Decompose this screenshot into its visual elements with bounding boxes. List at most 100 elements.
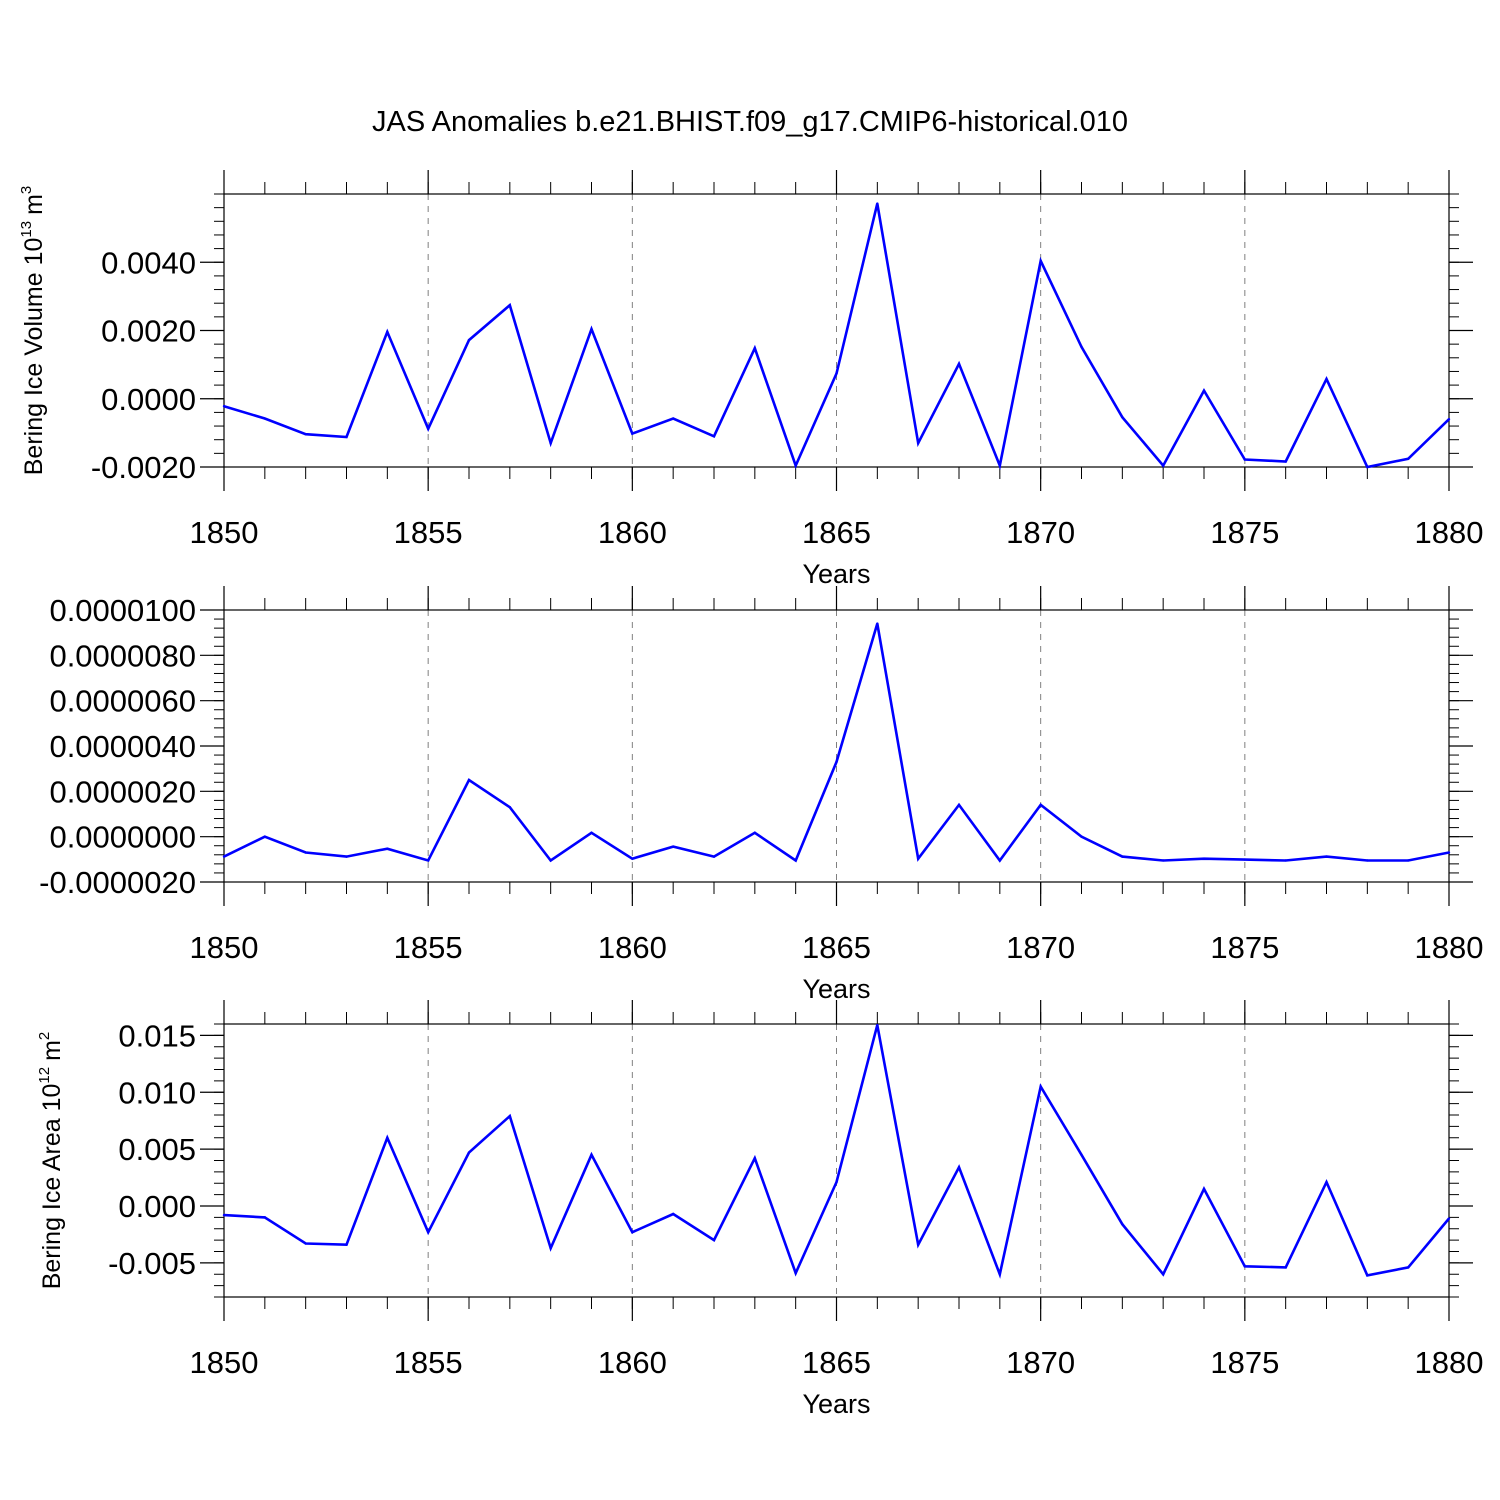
x-tick-label: 1880 xyxy=(1415,930,1484,965)
data-point xyxy=(1080,1153,1083,1157)
x-tick-label: 1875 xyxy=(1210,515,1279,550)
data-point xyxy=(426,859,430,862)
data-point xyxy=(753,831,757,835)
data-point xyxy=(1325,1180,1328,1184)
data-point xyxy=(1039,1085,1042,1088)
data-point xyxy=(222,855,226,858)
data-point xyxy=(1243,458,1247,461)
data-point xyxy=(1284,1266,1287,1269)
x-tick-label: 1860 xyxy=(598,515,667,550)
data-point xyxy=(876,1023,879,1027)
data-point xyxy=(1161,859,1165,862)
data-point xyxy=(345,435,348,439)
x-tick-label: 1875 xyxy=(1210,1345,1279,1380)
data-point xyxy=(426,1230,430,1234)
panels: 1850 1855 1860 1865 1870 1875 1880 -0.0020 0.000… xyxy=(18,170,1483,1419)
y-axis-label-text: Bering Ice Volume 10 xyxy=(20,238,48,476)
x-tick-label: 1855 xyxy=(394,1345,463,1380)
y-tick-label: 0.0000100 xyxy=(49,593,196,628)
y-tick-label: 0.0040 xyxy=(101,245,196,280)
data-point xyxy=(345,855,348,858)
data-point xyxy=(1406,1266,1410,1269)
x-tick-label: 1880 xyxy=(1415,1345,1484,1380)
data-point xyxy=(631,1230,634,1234)
data-point xyxy=(1325,377,1328,381)
data-point xyxy=(1366,859,1369,862)
y-tick-label: 0.0000020 xyxy=(49,774,196,809)
x-tick-label: 1875 xyxy=(1210,930,1279,965)
y-tick-label: 0.000 xyxy=(118,1189,196,1224)
data-point xyxy=(508,1114,512,1118)
y-tick-label: 0.010 xyxy=(118,1075,196,1110)
y-tick-label: 0.0020 xyxy=(101,314,196,349)
data-point xyxy=(549,1246,552,1250)
data-point xyxy=(1284,460,1287,463)
data-point xyxy=(386,330,389,334)
data-point xyxy=(712,435,716,438)
data-point xyxy=(426,427,430,430)
y-tick-label: -0.0000020 xyxy=(39,865,196,900)
data-point xyxy=(753,347,757,350)
data-point xyxy=(1161,1273,1165,1276)
x-axis-label: Years xyxy=(802,559,870,589)
data-point xyxy=(631,432,634,435)
x-tick-label: 1870 xyxy=(1006,930,1075,965)
x-tick-label: 1860 xyxy=(598,1345,667,1380)
data-point xyxy=(1447,418,1451,421)
data-point xyxy=(1447,1217,1451,1220)
x-tick-label: 1870 xyxy=(1006,515,1075,550)
data-point xyxy=(916,857,920,860)
data-point xyxy=(794,859,797,862)
x-axis-label: Years xyxy=(802,1389,870,1419)
y-tick-label: 0.005 xyxy=(118,1132,196,1167)
data-point xyxy=(263,835,267,838)
data-point xyxy=(1447,851,1451,854)
y-axis-label-exponent: 13 xyxy=(18,221,35,238)
data-point xyxy=(1243,858,1247,861)
data-point xyxy=(1406,457,1410,461)
data-point xyxy=(712,1238,716,1242)
data-point xyxy=(1121,415,1124,419)
data-point xyxy=(876,202,879,205)
data-point xyxy=(467,338,471,342)
x-tick-label: 1850 xyxy=(190,515,259,550)
figure-title: JAS Anomalies b.e21.BHIST.f09_g17.CMIP6-… xyxy=(372,106,1128,138)
y-tick-label: -0.005 xyxy=(108,1246,196,1281)
data-point xyxy=(1080,345,1083,349)
data-point xyxy=(1039,259,1042,263)
x-tick-label: 1880 xyxy=(1415,515,1484,550)
y-tick-label: 0.0000080 xyxy=(49,638,196,673)
data-point xyxy=(1284,859,1287,862)
x-tick-label: 1855 xyxy=(394,930,463,965)
data-point xyxy=(998,464,1002,467)
data-point xyxy=(998,1273,1002,1276)
data-point xyxy=(1366,465,1369,469)
data-point xyxy=(794,464,797,467)
chart-panel-2: 1850 1855 1860 1865 1870 1875 1880 -0.0000020 0.… xyxy=(39,586,1483,1004)
y-axis-label-unit: m xyxy=(38,1040,66,1061)
x-tick-label: 1850 xyxy=(190,930,259,965)
x-tick-label: 1870 xyxy=(1006,1345,1075,1380)
y-tick-label: 0.0000 xyxy=(101,382,196,417)
chart-panel-1: 1850 1855 1860 1865 1870 1875 1880 -0.0020 0.000… xyxy=(18,170,1483,589)
data-point xyxy=(590,327,593,331)
data-point xyxy=(1202,389,1206,392)
data-point xyxy=(712,855,716,858)
data-point xyxy=(345,1243,348,1246)
y-tick-label: 0.0000040 xyxy=(49,729,196,764)
data-point xyxy=(508,304,512,307)
data-point xyxy=(1080,835,1083,838)
data-point xyxy=(957,362,961,366)
data-point xyxy=(794,1271,797,1275)
y-tick-label: 0.0000060 xyxy=(49,684,196,719)
data-point xyxy=(304,1242,307,1245)
data-point xyxy=(549,441,552,445)
data-point xyxy=(671,1212,675,1216)
x-tick-label: 1860 xyxy=(598,930,667,965)
y-axis-label-text: Bering Ice Area 10 xyxy=(38,1084,66,1290)
data-point xyxy=(304,433,307,436)
x-tick-label: 1850 xyxy=(190,1345,259,1380)
data-point xyxy=(957,803,961,807)
